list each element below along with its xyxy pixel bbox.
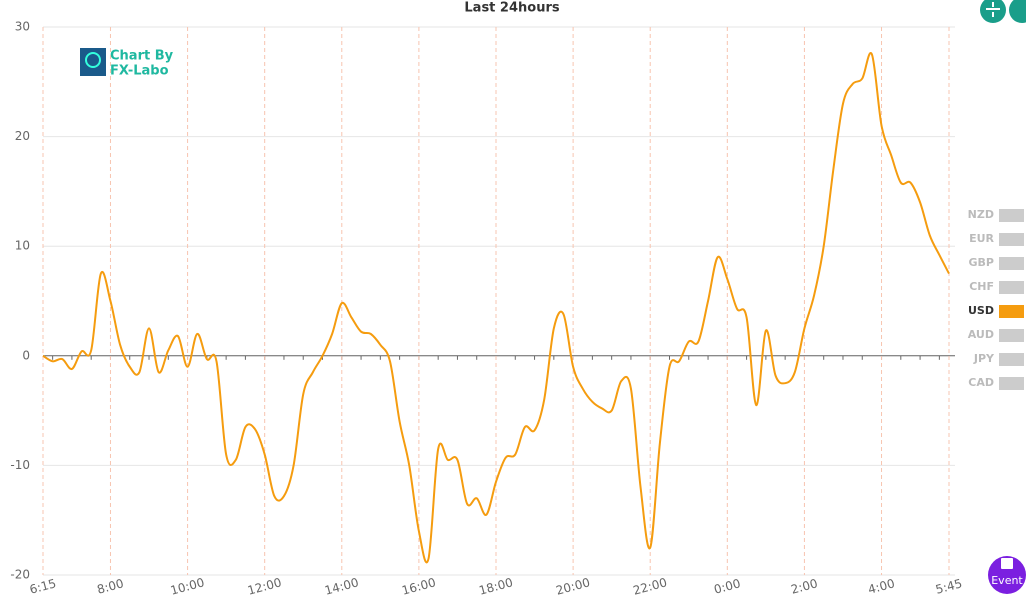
x-tick-label: 2:00 xyxy=(789,576,819,596)
y-tick-label: 0 xyxy=(22,348,30,362)
chart-title: Last 24hours xyxy=(464,1,559,16)
x-tick-label: 10:00 xyxy=(169,575,206,596)
x-tick-label: 12:00 xyxy=(246,575,283,596)
y-tick-label: 20 xyxy=(15,129,30,143)
legend-swatch[interactable] xyxy=(999,353,1024,366)
x-tick-label: 5:45 xyxy=(934,576,964,596)
legend-label[interactable]: AUD xyxy=(968,328,994,341)
legend-label[interactable]: GBP xyxy=(969,256,994,269)
reset-button[interactable] xyxy=(1009,0,1026,23)
legend-swatch[interactable] xyxy=(999,233,1024,246)
zoom-button[interactable] xyxy=(980,0,1006,23)
legend-label[interactable]: USD xyxy=(968,304,994,317)
legend-swatch[interactable] xyxy=(999,281,1024,294)
legend-label[interactable]: NZD xyxy=(968,208,994,221)
event-button[interactable] xyxy=(988,556,1026,594)
y-tick-label: -20 xyxy=(10,568,30,582)
x-tick-label: 14:00 xyxy=(323,575,360,596)
x-tick-label: 8:00 xyxy=(96,576,126,596)
legend-label[interactable]: CHF xyxy=(969,280,994,293)
event-icon xyxy=(1001,558,1013,569)
legend-label[interactable]: CAD xyxy=(968,376,994,389)
legend-swatch[interactable] xyxy=(999,257,1024,270)
logo-text: FX-Labo xyxy=(110,64,169,79)
logo: Chart By FX-Labo xyxy=(80,48,174,79)
legend-label[interactable]: JPY xyxy=(973,352,995,365)
x-tick-label: 0:00 xyxy=(712,576,742,596)
line xyxy=(42,51,950,564)
x-tick-label: 20:00 xyxy=(554,575,591,596)
toolbar: Event xyxy=(980,0,1026,594)
y-tick-label: 30 xyxy=(15,20,30,34)
x-tick-label: 6:15 xyxy=(28,576,58,596)
x-tick-label: 18:00 xyxy=(477,575,514,596)
y-tick-label: 10 xyxy=(15,239,30,253)
y-tick-label: -10 xyxy=(10,458,30,472)
legend-swatch[interactable] xyxy=(999,377,1024,390)
legend-swatch[interactable] xyxy=(999,305,1024,318)
x-tick-label: 22:00 xyxy=(632,575,669,596)
x-tick-label: 4:00 xyxy=(867,576,897,596)
legend-swatch[interactable] xyxy=(999,329,1024,342)
logo-lens xyxy=(85,52,101,68)
zoom-icon xyxy=(986,2,1000,17)
legend-swatch[interactable] xyxy=(999,209,1024,222)
legend-label[interactable]: EUR xyxy=(969,232,994,245)
event-label[interactable]: Event xyxy=(991,574,1023,587)
x-tick-label: 16:00 xyxy=(400,575,437,596)
logo-text: Chart By xyxy=(110,49,174,64)
